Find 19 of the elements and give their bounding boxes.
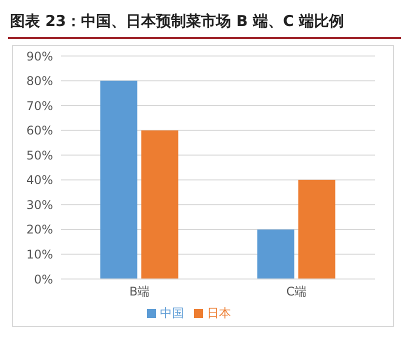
chart-title: 图表 23：中国、日本预制菜市场 B 端、C 端比例 [8, 8, 401, 39]
y-tick-label: 10% [26, 247, 53, 262]
y-tick-label: 50% [26, 148, 53, 162]
bar [100, 80, 138, 279]
y-tick-label: 90% [26, 49, 53, 64]
bar [298, 180, 336, 279]
legend-label: 日本 [207, 306, 231, 320]
y-tick-label: 40% [26, 173, 53, 188]
y-tick-label: 80% [26, 74, 53, 88]
bar [141, 130, 178, 279]
legend-label: 中国 [160, 306, 184, 320]
y-tick-label: 60% [26, 124, 53, 138]
x-tick-label: B端 [129, 284, 150, 299]
bar [257, 229, 294, 279]
y-tick-label: 20% [26, 222, 53, 237]
x-tick-label: C端 [286, 284, 307, 299]
y-tick-label: 0% [34, 272, 53, 286]
y-tick-label: 70% [26, 98, 53, 113]
y-tick-label: 30% [26, 198, 53, 212]
